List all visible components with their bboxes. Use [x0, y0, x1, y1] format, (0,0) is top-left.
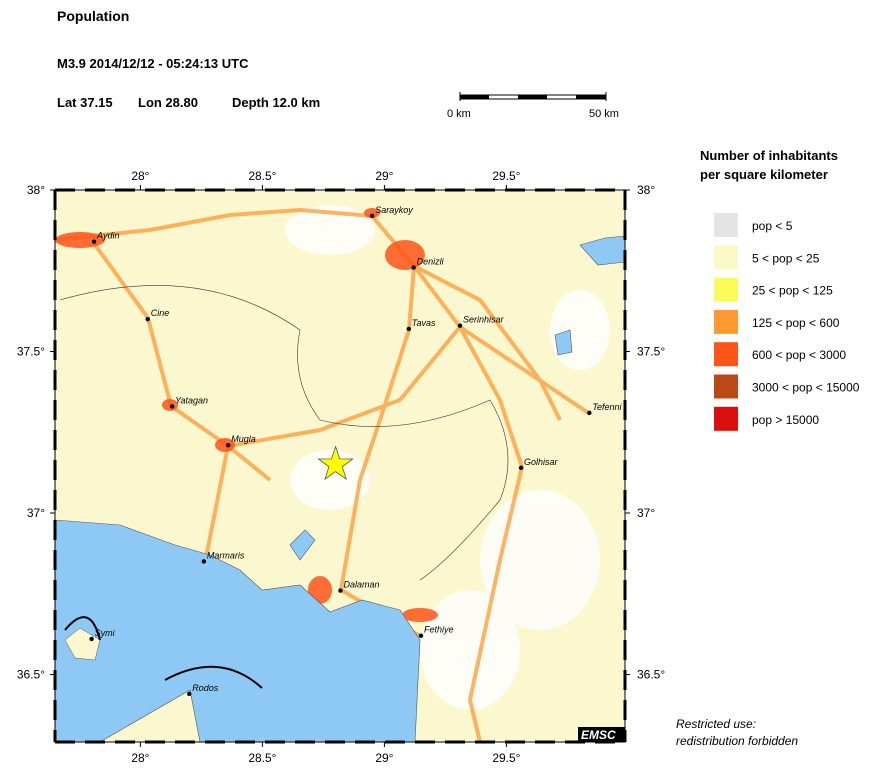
scale-end: 50 km — [589, 108, 619, 120]
lat-label: 37° — [27, 506, 45, 520]
event-info: M3.9 2014/12/12 - 05:24:13 UTC — [57, 56, 249, 71]
lon-label: 28.5° — [248, 751, 276, 765]
notice: redistribution forbidden — [676, 734, 798, 748]
legend-swatch — [714, 342, 738, 367]
legend-label: 600 < pop < 3000 — [752, 348, 846, 362]
legend-label: pop > 15000 — [752, 413, 819, 427]
legend-swatch — [714, 213, 738, 237]
city-label: Denizli — [417, 257, 445, 267]
city-dot — [187, 691, 192, 697]
city-label: Mugla — [231, 434, 256, 444]
depth: Depth 12.0 km — [232, 95, 320, 110]
credit: EMSC — [581, 728, 616, 742]
lon-label: 29.5° — [492, 751, 520, 765]
city-dot — [226, 442, 231, 448]
legend-label: 125 < pop < 600 — [752, 316, 840, 330]
city-dot — [406, 326, 411, 332]
notice: Restricted use: — [676, 717, 756, 731]
legend-swatch — [714, 277, 738, 302]
city-dot — [89, 636, 94, 642]
epicenter-star — [317, 445, 354, 481]
lat: Lat 37.15 — [57, 95, 113, 110]
city-label: Symi — [95, 628, 116, 638]
legend-label: 5 < pop < 25 — [752, 251, 820, 265]
lon-label: 29.5° — [492, 169, 520, 183]
lat-label: 36.5° — [17, 668, 45, 682]
city-label: Fethiye — [424, 625, 454, 635]
lat-label: 36.5° — [637, 668, 665, 682]
legend-swatch — [714, 406, 738, 431]
legend-label: pop < 5 — [752, 219, 793, 233]
legend-label: 3000 < pop < 15000 — [752, 381, 860, 395]
lon-label: 28° — [131, 169, 149, 183]
city-label: Saraykoy — [375, 205, 413, 215]
city-label: Rodos — [192, 683, 219, 693]
frame-border — [53, 188, 627, 744]
city-dot — [587, 410, 592, 416]
city-label: Marmaris — [207, 550, 245, 560]
lon-label: 28.5° — [248, 169, 276, 183]
city-dot — [201, 559, 207, 564]
city-label: Dalaman — [343, 580, 379, 590]
city-label: Yatagan — [175, 395, 208, 405]
city-dot — [518, 465, 524, 470]
city-label: Serinhisar — [463, 315, 505, 325]
scale-bar — [459, 92, 607, 101]
city-dot — [91, 239, 97, 244]
lat-label: 38° — [637, 183, 655, 197]
city-label: Cine — [151, 308, 170, 318]
title: Population — [57, 8, 129, 24]
lon-label: 29° — [375, 751, 393, 765]
city-dot — [338, 588, 343, 593]
lon-label: 29° — [375, 169, 393, 183]
city-dot — [145, 317, 150, 322]
legend-label: 25 < pop < 125 — [752, 284, 833, 298]
city-dot — [169, 404, 175, 409]
lat-label: 38° — [27, 183, 45, 197]
lat-label: 37° — [637, 506, 655, 520]
lat-label: 37.5° — [17, 345, 45, 359]
city-label: Aydin — [96, 231, 119, 241]
legend-title: Number of inhabitants — [700, 148, 838, 163]
city-label: Tavas — [412, 318, 436, 328]
cities: Aydin Saraykoy Denizli Cine Tavas Serinhisar Y… — [89, 205, 623, 697]
city-label: Golhisar — [524, 457, 559, 467]
city-dot — [418, 633, 424, 638]
scale-start: 0 km — [447, 108, 471, 120]
legend-swatch — [714, 309, 738, 334]
legend-swatch — [714, 245, 738, 270]
city-dot — [411, 265, 416, 270]
lon-label: 28° — [131, 751, 149, 765]
city-dot — [457, 323, 463, 328]
lat-label: 37.5° — [637, 345, 665, 359]
legend-title: per square kilometer — [700, 167, 828, 182]
legend-swatch — [714, 374, 738, 399]
city-dot — [370, 213, 375, 219]
lon: Lon 28.80 — [138, 95, 198, 110]
city-label: Tefenni — [592, 402, 622, 412]
